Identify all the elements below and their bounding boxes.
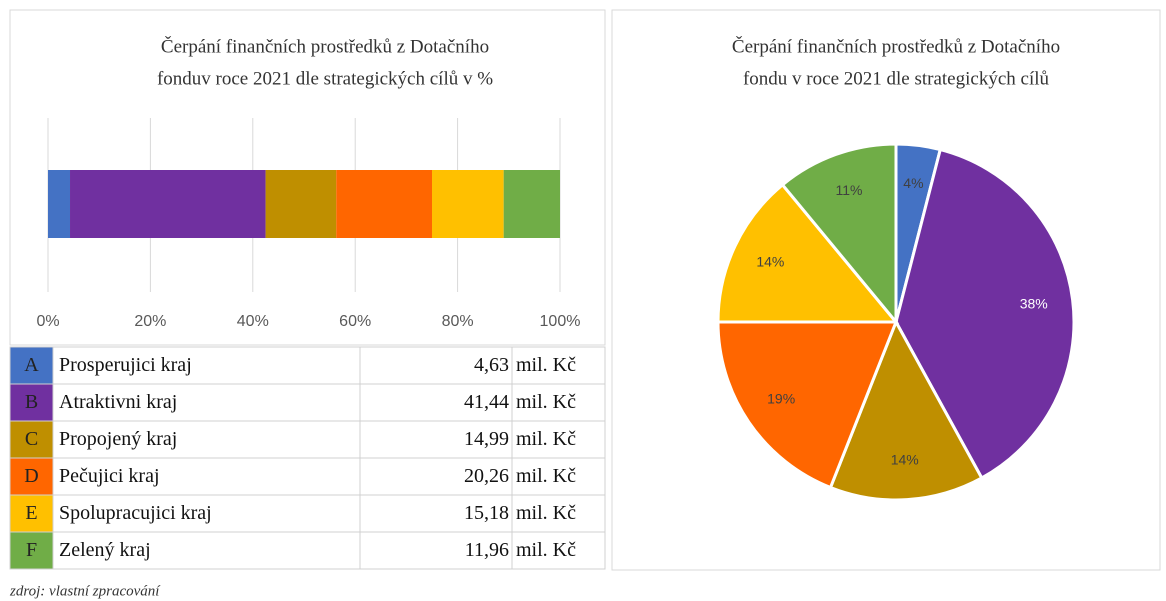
- table-cell: [511, 531, 606, 570]
- row-letter: B: [25, 391, 38, 413]
- row-name: Zelený kraj: [59, 539, 151, 561]
- slice-label: 14%: [891, 451, 919, 467]
- x-tick-label: 60%: [339, 313, 371, 330]
- bar-segment: [336, 170, 432, 238]
- row-name: Prosperujici kraj: [59, 354, 192, 376]
- legend-swatch-cell: [10, 347, 53, 384]
- right-panel: [611, 9, 1161, 571]
- row-unit: mil. Kč: [516, 502, 576, 524]
- row-name: Atraktivni kraj: [59, 391, 177, 413]
- bar-segment: [70, 170, 266, 238]
- legend-swatch-cell: [10, 532, 53, 569]
- row-letter: D: [24, 465, 38, 487]
- row-amount: 15,18: [464, 502, 509, 524]
- x-tick-label: 0%: [36, 313, 59, 330]
- x-tick-label: 40%: [237, 313, 269, 330]
- x-tick-label: 20%: [134, 313, 166, 330]
- row-amount: 11,96: [465, 539, 509, 561]
- pie-slice: [716, 182, 900, 324]
- pie-title: fondu v roce 2021 dle strategických cílů: [743, 68, 1050, 89]
- slice-label: 14%: [756, 254, 784, 270]
- row-amount: 20,26: [464, 465, 509, 487]
- pie-slice: [828, 318, 984, 502]
- row-unit: mil. Kč: [516, 428, 576, 450]
- row-letter: A: [24, 354, 39, 376]
- row-name: Propojený kraj: [59, 428, 177, 450]
- row-amount: 4,63: [474, 354, 509, 376]
- row-letter: E: [25, 502, 37, 524]
- pie-title: Čerpání finančních prostředků z Dotačníh…: [732, 35, 1060, 57]
- pie-slice: [894, 147, 1076, 481]
- source-note: zdroj: vlastní zpracování: [9, 583, 161, 599]
- row-letter: C: [25, 428, 38, 450]
- bar-title: Čerpání finančních prostředků z Dotačníh…: [161, 35, 489, 57]
- row-unit: mil. Kč: [516, 539, 576, 561]
- slice-label: 4%: [903, 175, 923, 191]
- row-unit: mil. Kč: [516, 354, 576, 376]
- row-name: Spolupracujici kraj: [59, 502, 212, 524]
- bar-segment: [265, 170, 337, 238]
- legend-swatch-cell: [10, 421, 53, 458]
- left-panel: [9, 9, 606, 346]
- row-letter: F: [26, 539, 37, 561]
- slice-label: 38%: [1020, 295, 1048, 311]
- bar-segment: [432, 170, 504, 238]
- row-name: Pečujici kraj: [59, 465, 160, 487]
- bar-segment: [48, 170, 71, 238]
- x-tick-label: 80%: [442, 313, 474, 330]
- legend-swatch-cell: [10, 458, 53, 495]
- legend-swatch-cell: [10, 384, 53, 421]
- row-amount: 14,99: [464, 428, 509, 450]
- bar-title: fonduv roce 2021 dle strategických cílů …: [157, 68, 493, 89]
- slice-label: 19%: [767, 391, 795, 407]
- pie-slice: [716, 320, 899, 490]
- row-unit: mil. Kč: [516, 465, 576, 487]
- pie-slice: [780, 142, 898, 327]
- row-amount: 41,44: [464, 391, 509, 413]
- x-tick-label: 100%: [540, 313, 581, 330]
- slice-label: 11%: [835, 182, 862, 198]
- row-unit: mil. Kč: [516, 391, 576, 413]
- bar-segment: [503, 170, 560, 238]
- legend-swatch-cell: [10, 495, 53, 532]
